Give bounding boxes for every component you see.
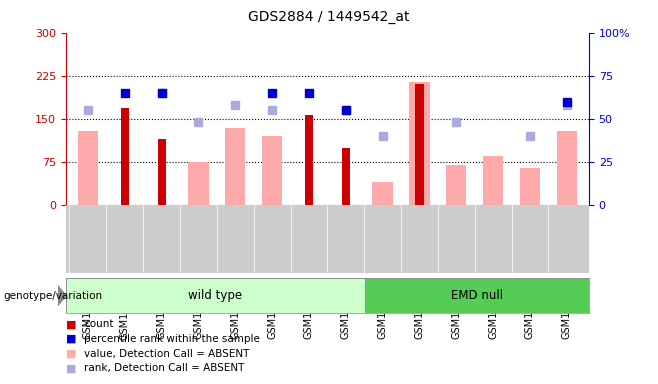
Text: EMD null: EMD null [451,289,503,302]
Bar [305,115,313,205]
Polygon shape [58,286,66,306]
Bar [120,108,129,205]
Bar [372,182,393,205]
Text: GDS2884 / 1449542_at: GDS2884 / 1449542_at [248,10,410,23]
Text: ■: ■ [66,349,76,359]
Bar [225,127,245,205]
Bar [188,162,209,205]
Bar [262,136,282,205]
Bar [78,131,98,205]
Bar [66,278,365,313]
Text: ■: ■ [66,334,76,344]
Bar [409,81,430,205]
Bar [483,157,503,205]
Text: ■: ■ [66,319,76,329]
Text: value, Detection Call = ABSENT: value, Detection Call = ABSENT [84,349,249,359]
Bar [415,84,424,205]
Bar [520,168,540,205]
Text: wild type: wild type [188,289,242,302]
Text: count: count [84,319,114,329]
Text: ■: ■ [66,363,76,373]
Bar [157,139,166,205]
Text: percentile rank within the sample: percentile rank within the sample [84,334,260,344]
Bar [365,278,589,313]
Bar [446,165,467,205]
Bar [342,148,350,205]
Text: genotype/variation: genotype/variation [3,291,103,301]
Text: rank, Detection Call = ABSENT: rank, Detection Call = ABSENT [84,363,245,373]
Bar [557,131,577,205]
